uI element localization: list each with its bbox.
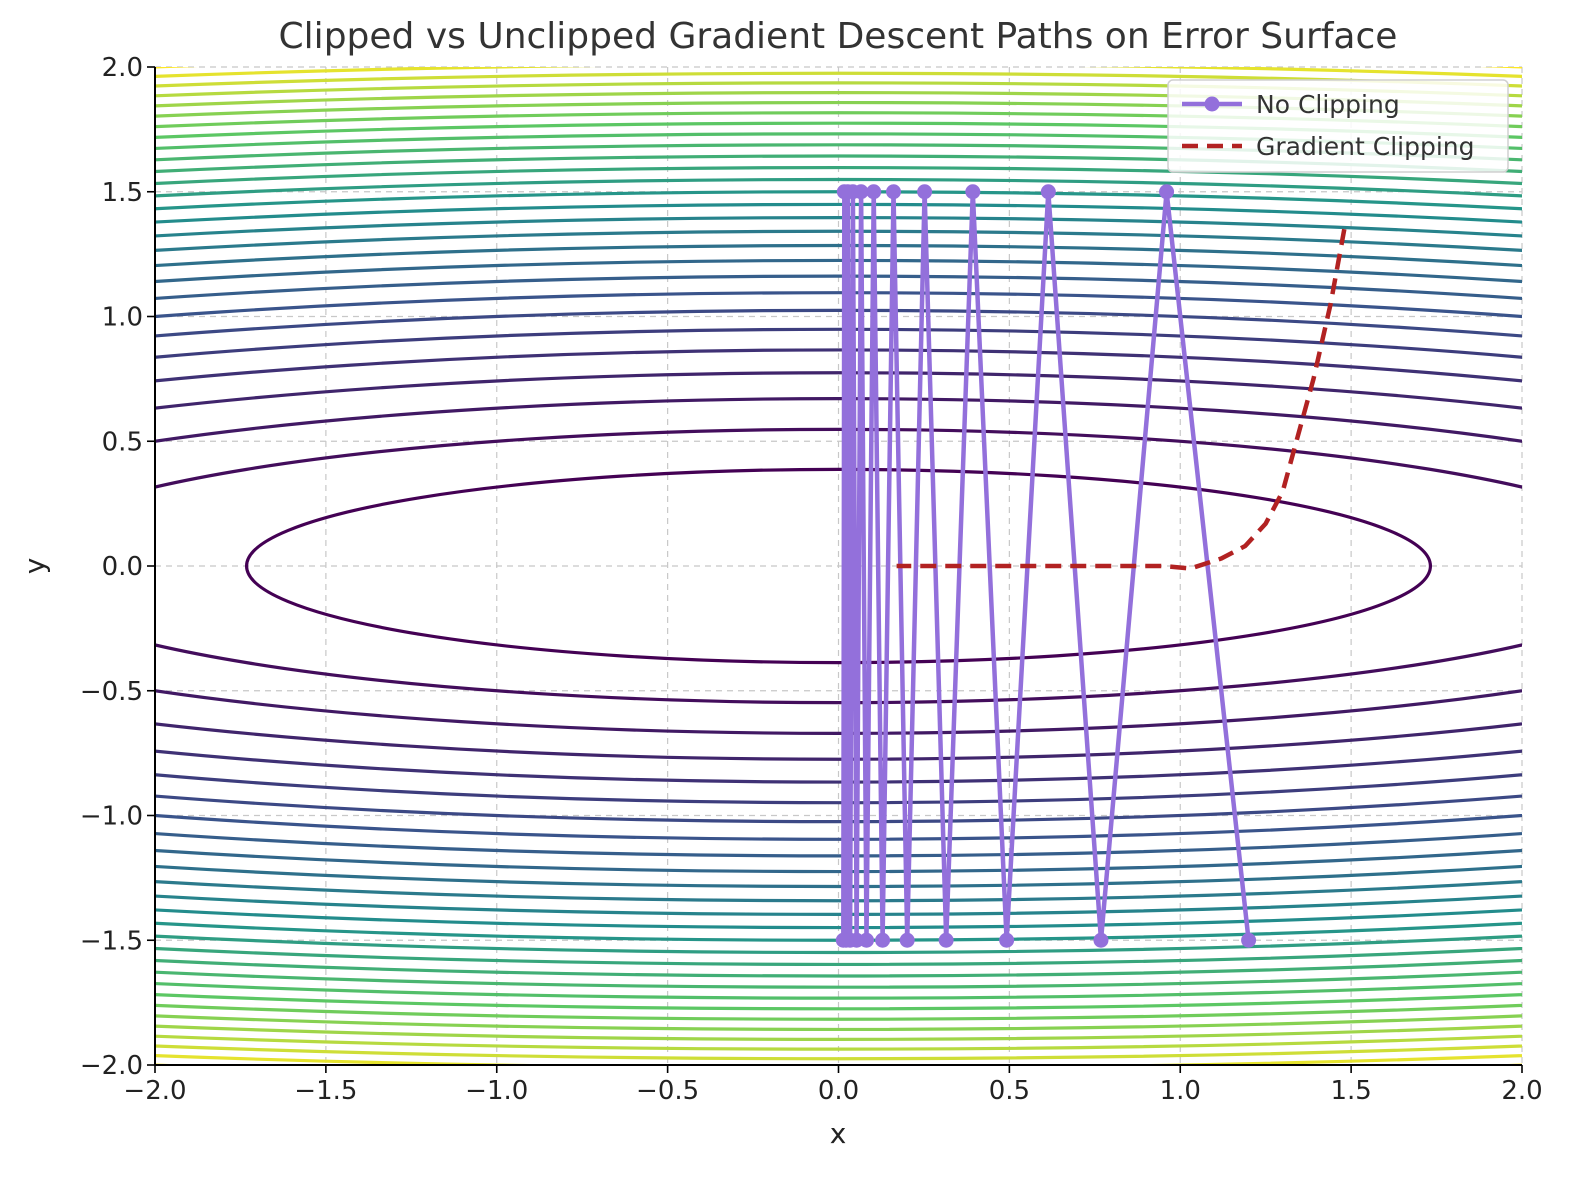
contour-level-6 xyxy=(155,308,1522,824)
contour-level-23 xyxy=(155,91,1522,1041)
series-0-point-20 xyxy=(835,932,851,948)
y-axis-label: y xyxy=(18,558,51,575)
y-tick-label-3: −0.5 xyxy=(80,677,143,707)
y-tick-label-5: 0.5 xyxy=(102,427,143,457)
contour-level-17 xyxy=(155,154,1522,978)
x-tick-label-8: 2.0 xyxy=(1501,1076,1542,1106)
x-tick-label-4: 0.0 xyxy=(818,1076,859,1106)
contour-level-19 xyxy=(155,132,1522,1000)
legend-label-0: No Clipping xyxy=(1256,90,1400,119)
y-tick-label-6: 1.0 xyxy=(102,303,143,333)
series-0-point-7 xyxy=(917,184,933,200)
contour-level-18 xyxy=(155,143,1522,989)
contour-level-20 xyxy=(155,121,1522,1011)
contour-level-24 xyxy=(155,81,1522,1051)
contour-level-5 xyxy=(155,327,1522,805)
series-0-point-1 xyxy=(1159,184,1175,200)
series-0-point-9 xyxy=(886,184,902,200)
legend-label-1: Gradient Clipping xyxy=(1256,132,1475,161)
contour-level-10 xyxy=(155,244,1522,888)
contour-level-21 xyxy=(155,111,1522,1021)
y-tick-label-0: −2.0 xyxy=(80,1051,143,1081)
series-0-point-0 xyxy=(1241,932,1257,948)
x-tick-label-2: −1.0 xyxy=(465,1076,528,1106)
legend: No Clipping Gradient Clipping xyxy=(1167,79,1509,173)
y-tick-label-8: 2.0 xyxy=(102,53,143,83)
contour-level-12 xyxy=(155,216,1522,916)
x-axis-label: x xyxy=(830,1117,847,1150)
series-0-point-5 xyxy=(965,184,981,200)
x-tick-label-5: 0.5 xyxy=(989,1076,1030,1106)
contour-level-25 xyxy=(155,71,1522,1061)
series-0-point-11 xyxy=(866,184,882,200)
legend-marker-0 xyxy=(1204,96,1220,112)
contour-level-22 xyxy=(155,101,1522,1031)
y-tick-label-4: 0.0 xyxy=(102,552,143,582)
series-0-point-8 xyxy=(899,932,915,948)
contour-level-13 xyxy=(155,202,1522,930)
contour-level-8 xyxy=(155,274,1522,858)
contour-level-0 xyxy=(244,467,1433,665)
contour-level-3 xyxy=(155,371,1522,761)
y-tick-label-2: −1.0 xyxy=(80,802,143,832)
x-tick-label-6: 1.0 xyxy=(1160,1076,1201,1106)
contour-level-4 xyxy=(155,348,1522,784)
x-tick-label-0: −2.0 xyxy=(123,1076,186,1106)
contour-level-9 xyxy=(155,258,1522,874)
contour-level-2 xyxy=(155,397,1522,735)
series-line-1 xyxy=(896,228,1347,571)
y-tick-label-7: 1.5 xyxy=(102,178,143,208)
contour-level-16 xyxy=(155,166,1522,966)
x-tick-label-3: −0.5 xyxy=(636,1076,699,1106)
series-0-point-4 xyxy=(999,932,1015,948)
series-0-point-19 xyxy=(836,184,852,200)
series-0-point-6 xyxy=(938,932,954,948)
y-tick-label-1: −1.5 xyxy=(80,926,143,956)
series-0-point-2 xyxy=(1093,932,1109,948)
chart-title: Clipped vs Unclipped Gradient Descent Pa… xyxy=(279,16,1398,57)
series-layer xyxy=(835,184,1347,948)
series-0-point-3 xyxy=(1040,184,1056,200)
contour-level-15 xyxy=(155,177,1522,955)
tick-labels: −2.0 −1.5 −1.0 −0.5 0.0 0.5 1.0 1.5 2.0 −2.0 −1.5 −… xyxy=(80,53,1543,1106)
x-tick-label-7: 1.5 xyxy=(1330,1076,1371,1106)
axes xyxy=(147,66,1523,1073)
contour-level-1 xyxy=(155,427,1522,705)
contour-level-11 xyxy=(155,229,1522,903)
contour-surface xyxy=(155,67,1522,1065)
series-0-point-10 xyxy=(875,932,891,948)
x-tick-label-1: −1.5 xyxy=(294,1076,357,1106)
contour-level-7 xyxy=(155,291,1522,841)
legend-box xyxy=(1167,79,1509,173)
